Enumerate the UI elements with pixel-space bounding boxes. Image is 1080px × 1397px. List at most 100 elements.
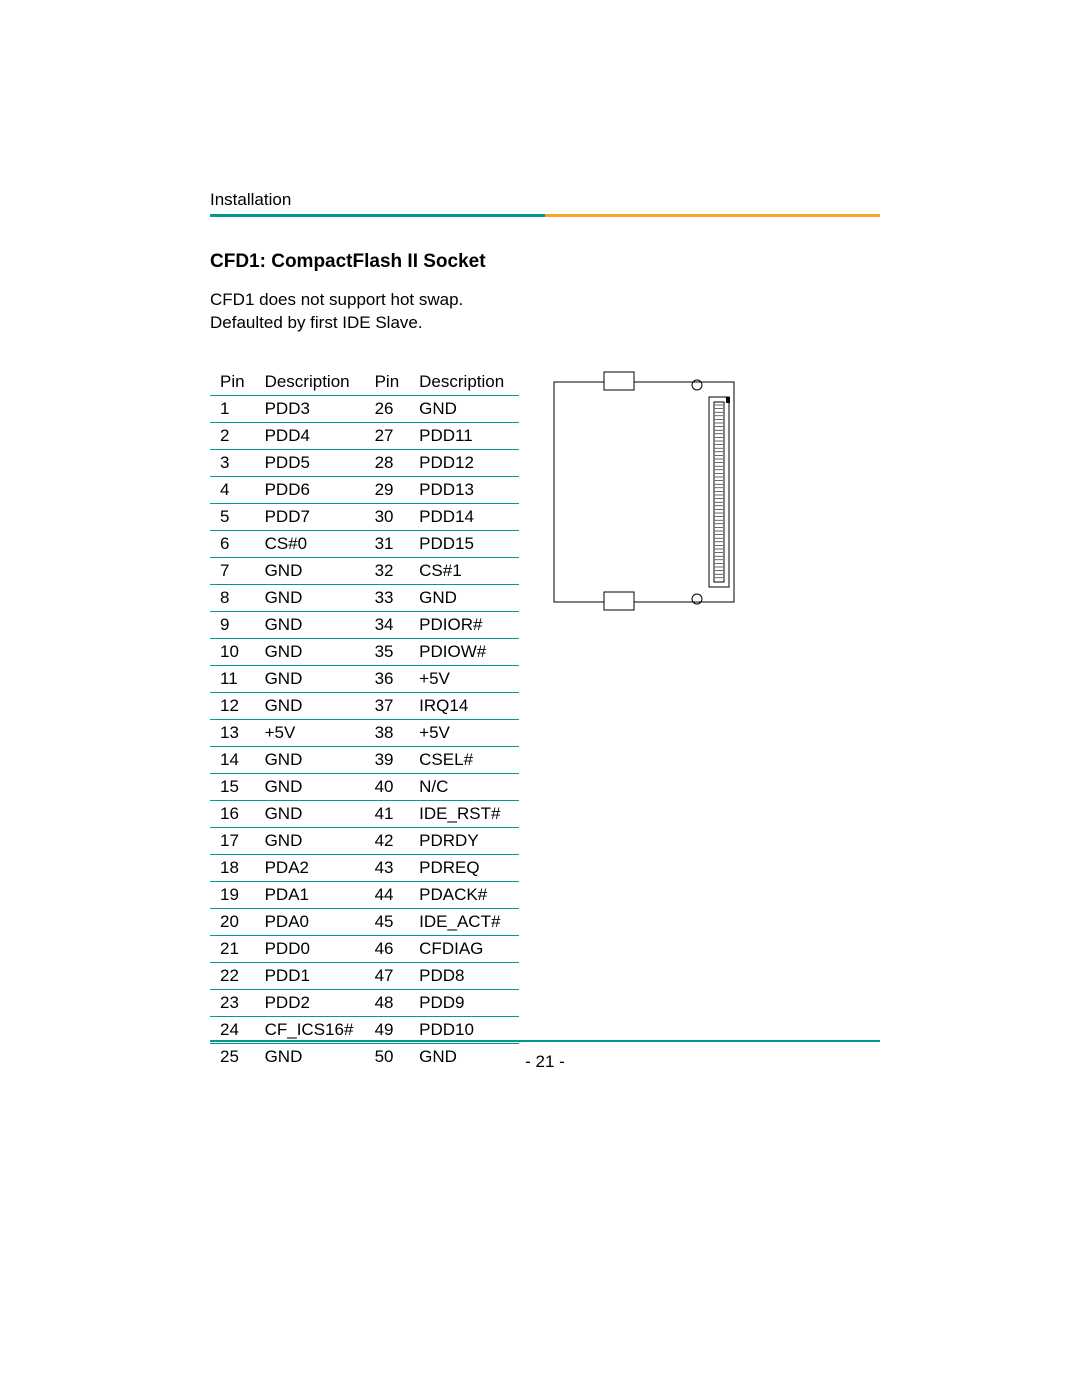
table-cell: 4 bbox=[210, 476, 255, 503]
table-cell: 23 bbox=[210, 989, 255, 1016]
table-cell: 15 bbox=[210, 773, 255, 800]
table-cell: +5V bbox=[255, 719, 365, 746]
table-cell: GND bbox=[409, 584, 519, 611]
page-number: - 21 - bbox=[210, 1052, 880, 1072]
description: CFD1 does not support hot swap. Defaulte… bbox=[210, 289, 880, 335]
col-header: Pin bbox=[365, 369, 410, 396]
table-row: 16GND41IDE_RST# bbox=[210, 800, 519, 827]
table-cell: PDIOR# bbox=[409, 611, 519, 638]
table-cell: 18 bbox=[210, 854, 255, 881]
table-cell: PDD14 bbox=[409, 503, 519, 530]
table-cell: GND bbox=[255, 827, 365, 854]
table-cell: PDD3 bbox=[255, 395, 365, 422]
table-cell: 38 bbox=[365, 719, 410, 746]
table-cell: 33 bbox=[365, 584, 410, 611]
table-cell: 45 bbox=[365, 908, 410, 935]
table-row: 7GND32CS#1 bbox=[210, 557, 519, 584]
table-cell: +5V bbox=[409, 719, 519, 746]
table-row: 8GND33GND bbox=[210, 584, 519, 611]
page-header: Installation bbox=[210, 190, 880, 210]
table-cell: 47 bbox=[365, 962, 410, 989]
table-cell: GND bbox=[409, 395, 519, 422]
table-cell: 6 bbox=[210, 530, 255, 557]
table-cell: 41 bbox=[365, 800, 410, 827]
pin-table: Pin Description Pin Description 1PDD326G… bbox=[210, 369, 519, 1070]
table-cell: +5V bbox=[409, 665, 519, 692]
table-cell: 12 bbox=[210, 692, 255, 719]
table-cell: 35 bbox=[365, 638, 410, 665]
table-row: 12GND37IRQ14 bbox=[210, 692, 519, 719]
table-cell: 3 bbox=[210, 449, 255, 476]
table-row: 17GND42PDRDY bbox=[210, 827, 519, 854]
table-cell: 10 bbox=[210, 638, 255, 665]
table-row: 1PDD326GND bbox=[210, 395, 519, 422]
table-row: 20PDA045IDE_ACT# bbox=[210, 908, 519, 935]
table-cell: 22 bbox=[210, 962, 255, 989]
footer-rule bbox=[210, 1040, 880, 1042]
table-cell: GND bbox=[255, 665, 365, 692]
table-cell: 7 bbox=[210, 557, 255, 584]
table-cell: CS#0 bbox=[255, 530, 365, 557]
table-row: 14GND39CSEL# bbox=[210, 746, 519, 773]
table-cell: 42 bbox=[365, 827, 410, 854]
table-cell: 16 bbox=[210, 800, 255, 827]
table-cell: 30 bbox=[365, 503, 410, 530]
col-header: Description bbox=[255, 369, 365, 396]
table-row: 23PDD248PDD9 bbox=[210, 989, 519, 1016]
table-cell: 43 bbox=[365, 854, 410, 881]
table-cell: PDA2 bbox=[255, 854, 365, 881]
table-cell: 19 bbox=[210, 881, 255, 908]
table-cell: 2 bbox=[210, 422, 255, 449]
table-cell: 36 bbox=[365, 665, 410, 692]
description-line: CFD1 does not support hot swap. bbox=[210, 290, 463, 309]
table-cell: PDD1 bbox=[255, 962, 365, 989]
table-cell: 39 bbox=[365, 746, 410, 773]
table-cell: PDD11 bbox=[409, 422, 519, 449]
table-cell: IRQ14 bbox=[409, 692, 519, 719]
table-row: 19PDA144PDACK# bbox=[210, 881, 519, 908]
table-cell: N/C bbox=[409, 773, 519, 800]
table-cell: GND bbox=[255, 800, 365, 827]
table-row: 5PDD730PDD14 bbox=[210, 503, 519, 530]
table-row: 21PDD046CFDIAG bbox=[210, 935, 519, 962]
table-cell: PDD2 bbox=[255, 989, 365, 1016]
table-cell: GND bbox=[255, 584, 365, 611]
table-row: 22PDD147PDD8 bbox=[210, 962, 519, 989]
table-cell: PDD12 bbox=[409, 449, 519, 476]
table-cell: 31 bbox=[365, 530, 410, 557]
table-cell: 34 bbox=[365, 611, 410, 638]
description-line: Defaulted by first IDE Slave. bbox=[210, 313, 423, 332]
table-cell: 44 bbox=[365, 881, 410, 908]
table-cell: 48 bbox=[365, 989, 410, 1016]
table-cell: PDD13 bbox=[409, 476, 519, 503]
table-row: 15GND40N/C bbox=[210, 773, 519, 800]
table-row: 2PDD427PDD11 bbox=[210, 422, 519, 449]
table-cell: 14 bbox=[210, 746, 255, 773]
table-cell: 8 bbox=[210, 584, 255, 611]
table-row: 13+5V38+5V bbox=[210, 719, 519, 746]
table-cell: 29 bbox=[365, 476, 410, 503]
table-cell: CSEL# bbox=[409, 746, 519, 773]
table-cell: PDA0 bbox=[255, 908, 365, 935]
table-cell: 40 bbox=[365, 773, 410, 800]
table-row: 3PDD528PDD12 bbox=[210, 449, 519, 476]
table-row: 10GND35PDIOW# bbox=[210, 638, 519, 665]
table-row: 9GND34PDIOR# bbox=[210, 611, 519, 638]
table-cell: 26 bbox=[365, 395, 410, 422]
table-header-row: Pin Description Pin Description bbox=[210, 369, 519, 396]
table-cell: 20 bbox=[210, 908, 255, 935]
table-cell: GND bbox=[255, 611, 365, 638]
page-footer: - 21 - bbox=[210, 1040, 880, 1072]
table-cell: 9 bbox=[210, 611, 255, 638]
table-cell: 11 bbox=[210, 665, 255, 692]
table-row: 18PDA243PDREQ bbox=[210, 854, 519, 881]
table-cell: PDA1 bbox=[255, 881, 365, 908]
table-cell: PDD9 bbox=[409, 989, 519, 1016]
table-cell: 46 bbox=[365, 935, 410, 962]
table-cell: PDACK# bbox=[409, 881, 519, 908]
table-cell: PDD0 bbox=[255, 935, 365, 962]
table-cell: PDRDY bbox=[409, 827, 519, 854]
table-cell: GND bbox=[255, 692, 365, 719]
table-cell: 28 bbox=[365, 449, 410, 476]
table-cell: 13 bbox=[210, 719, 255, 746]
